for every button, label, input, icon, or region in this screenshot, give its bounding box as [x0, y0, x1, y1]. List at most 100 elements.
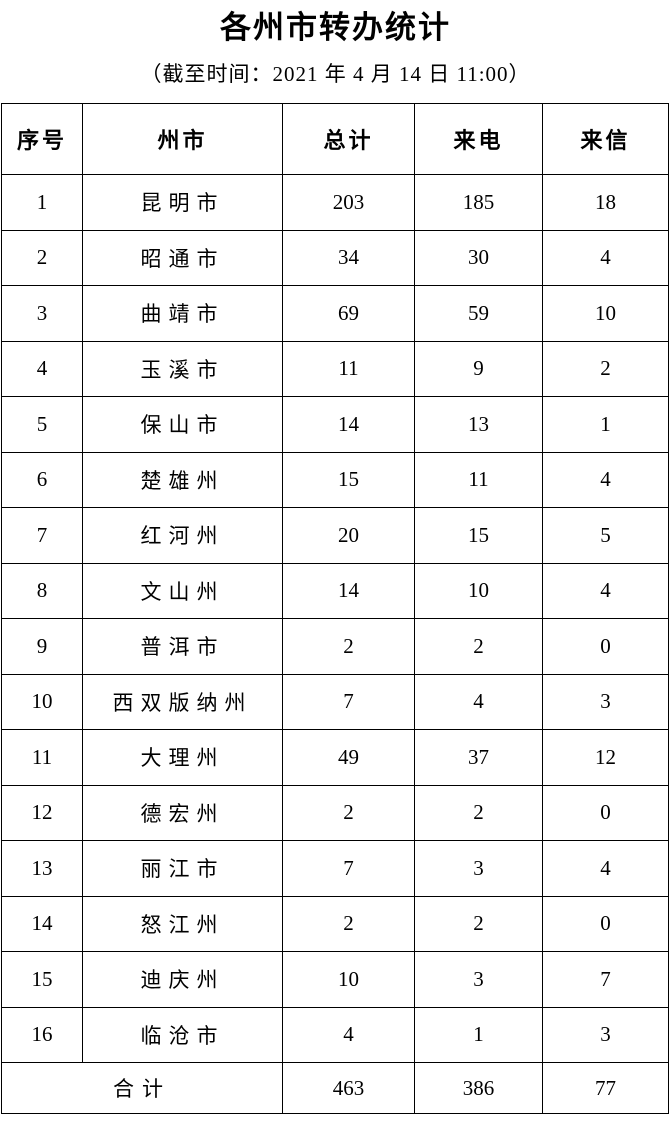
footer-label: 合计 — [1, 1062, 283, 1114]
row-city-name: 玉溪市 — [82, 340, 283, 397]
table-row: 10 西双版纳州 7 4 3 — [1, 673, 669, 730]
footer-total-value: 463 — [282, 1062, 415, 1114]
row-letters-value: 5 — [542, 507, 669, 564]
row-total-value: 4 — [282, 1006, 415, 1063]
row-calls-value: 37 — [414, 729, 543, 786]
row-total-value: 14 — [282, 396, 415, 453]
row-letters-value: 0 — [542, 618, 669, 675]
row-letters-value: 0 — [542, 784, 669, 841]
row-letters-value: 2 — [542, 340, 669, 397]
row-letters-value: 3 — [542, 673, 669, 730]
row-calls-value: 9 — [414, 340, 543, 397]
row-city-name: 普洱市 — [82, 618, 283, 675]
row-serial-number: 6 — [1, 451, 83, 508]
row-serial-number: 1 — [1, 174, 83, 231]
table-row: 3 曲靖市 69 59 10 — [1, 285, 669, 342]
row-letters-value: 0 — [542, 895, 669, 952]
row-city-name: 临沧市 — [82, 1006, 283, 1063]
row-city-name: 西双版纳州 — [82, 673, 283, 730]
footer-calls-value: 386 — [414, 1062, 543, 1114]
row-total-value: 15 — [282, 451, 415, 508]
row-calls-value: 15 — [414, 507, 543, 564]
row-calls-value: 2 — [414, 895, 543, 952]
page-subtitle: （截至时间：2021 年 4 月 14 日 11:00） — [140, 62, 531, 86]
row-serial-number: 9 — [1, 618, 83, 675]
row-serial-number: 8 — [1, 562, 83, 619]
row-calls-value: 2 — [414, 618, 543, 675]
row-letters-value: 4 — [542, 562, 669, 619]
table-header-row: 序号 州市 总计 来电 来信 — [1, 103, 669, 175]
row-letters-value: 4 — [542, 451, 669, 508]
row-letters-value: 1 — [542, 396, 669, 453]
header-calls: 来电 — [414, 103, 543, 175]
row-serial-number: 14 — [1, 895, 83, 952]
row-city-name: 曲靖市 — [82, 285, 283, 342]
table-row: 4 玉溪市 11 9 2 — [1, 340, 669, 397]
row-city-name: 红河州 — [82, 507, 283, 564]
table-row: 5 保山市 14 13 1 — [1, 396, 669, 453]
statistics-table: 序号 州市 总计 来电 来信 1 昆明市 203 185 18 2 昭通市 34 30 4 3 曲靖市… — [1, 103, 669, 1114]
header-city: 州市 — [82, 103, 283, 175]
table-row: 8 文山州 14 10 4 — [1, 562, 669, 619]
row-city-name: 文山州 — [82, 562, 283, 619]
row-calls-value: 11 — [414, 451, 543, 508]
table-row: 14 怒江州 2 2 0 — [1, 895, 669, 952]
row-letters-value: 12 — [542, 729, 669, 786]
row-serial-number: 12 — [1, 784, 83, 841]
row-calls-value: 30 — [414, 229, 543, 286]
row-calls-value: 2 — [414, 784, 543, 841]
row-serial-number: 15 — [1, 951, 83, 1008]
row-city-name: 怒江州 — [82, 895, 283, 952]
row-serial-number: 11 — [1, 729, 83, 786]
table-footer-row: 合计 463 386 77 — [1, 1062, 669, 1114]
table-row: 16 临沧市 4 1 3 — [1, 1006, 669, 1063]
row-total-value: 69 — [282, 285, 415, 342]
row-city-name: 大理州 — [82, 729, 283, 786]
row-total-value: 7 — [282, 840, 415, 897]
table-row: 12 德宏州 2 2 0 — [1, 784, 669, 841]
row-serial-number: 2 — [1, 229, 83, 286]
row-letters-value: 4 — [542, 840, 669, 897]
footer-letters-value: 77 — [542, 1062, 669, 1114]
header-serial-number: 序号 — [1, 103, 83, 175]
row-total-value: 203 — [282, 174, 415, 231]
row-city-name: 保山市 — [82, 396, 283, 453]
row-calls-value: 3 — [414, 951, 543, 1008]
row-total-value: 49 — [282, 729, 415, 786]
row-city-name: 昭通市 — [82, 229, 283, 286]
row-city-name: 昆明市 — [82, 174, 283, 231]
row-city-name: 德宏州 — [82, 784, 283, 841]
row-letters-value: 10 — [542, 285, 669, 342]
row-total-value: 10 — [282, 951, 415, 1008]
table-row: 13 丽江市 7 3 4 — [1, 840, 669, 897]
row-serial-number: 10 — [1, 673, 83, 730]
row-total-value: 20 — [282, 507, 415, 564]
row-calls-value: 185 — [414, 174, 543, 231]
row-calls-value: 10 — [414, 562, 543, 619]
table-row: 15 迪庆州 10 3 7 — [1, 951, 669, 1008]
row-serial-number: 3 — [1, 285, 83, 342]
row-city-name: 迪庆州 — [82, 951, 283, 1008]
row-city-name: 丽江市 — [82, 840, 283, 897]
row-total-value: 2 — [282, 895, 415, 952]
header-letters: 来信 — [542, 103, 669, 175]
row-calls-value: 59 — [414, 285, 543, 342]
table-row: 9 普洱市 2 2 0 — [1, 618, 669, 675]
row-serial-number: 13 — [1, 840, 83, 897]
row-letters-value: 3 — [542, 1006, 669, 1063]
row-total-value: 14 — [282, 562, 415, 619]
row-letters-value: 4 — [542, 229, 669, 286]
row-calls-value: 3 — [414, 840, 543, 897]
table-row: 1 昆明市 203 185 18 — [1, 174, 669, 231]
row-calls-value: 4 — [414, 673, 543, 730]
row-city-name: 楚雄州 — [82, 451, 283, 508]
row-letters-value: 7 — [542, 951, 669, 1008]
row-total-value: 11 — [282, 340, 415, 397]
row-serial-number: 7 — [1, 507, 83, 564]
row-calls-value: 1 — [414, 1006, 543, 1063]
row-calls-value: 13 — [414, 396, 543, 453]
row-serial-number: 4 — [1, 340, 83, 397]
row-total-value: 34 — [282, 229, 415, 286]
table-row: 6 楚雄州 15 11 4 — [1, 451, 669, 508]
row-total-value: 2 — [282, 618, 415, 675]
